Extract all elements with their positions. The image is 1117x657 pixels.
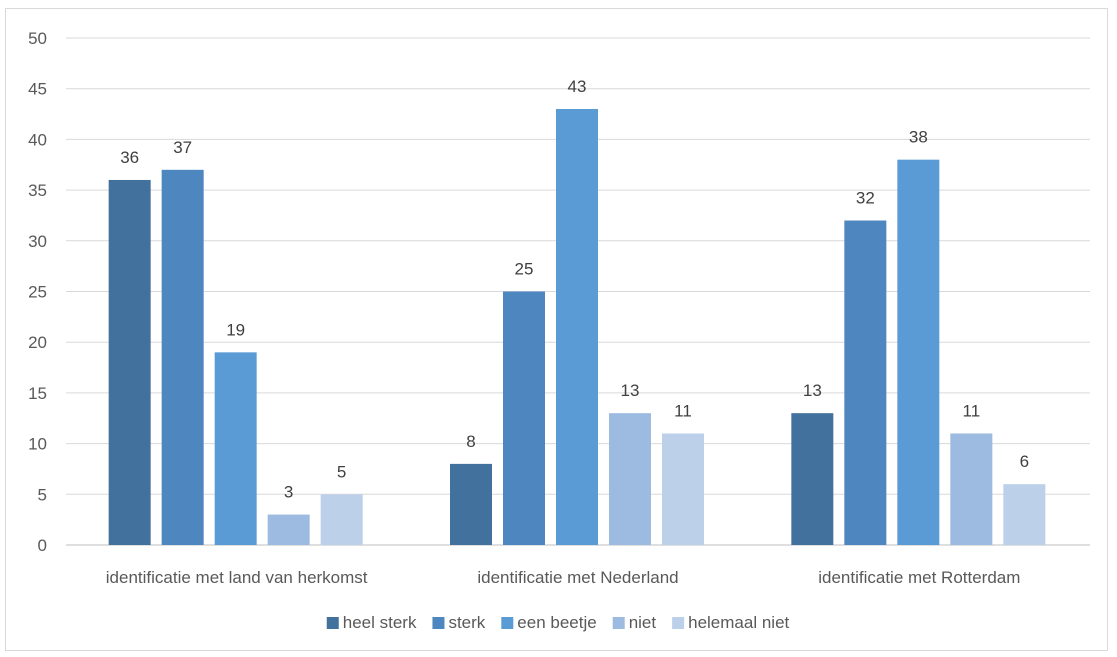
legend-swatch (612, 617, 625, 629)
data-label: 38 (909, 128, 928, 147)
data-label: 3 (284, 483, 293, 502)
bar (791, 413, 834, 545)
bar (161, 169, 204, 545)
legend-label: sterk (448, 613, 485, 632)
data-label: 11 (674, 401, 692, 420)
bar (267, 514, 310, 545)
y-tick-label: 30 (28, 232, 47, 251)
x-category-label: identificatie met Nederland (477, 568, 678, 587)
legend-label: een beetje (517, 613, 596, 632)
data-label: 13 (803, 381, 822, 400)
legend: heel sterk sterk een beetje niet helemaal ni… (326, 613, 790, 632)
data-label: 11 (963, 401, 981, 420)
y-axis: 0 5 10 15 20 25 30 35 40 45 50 (28, 29, 47, 555)
legend-item: sterk (432, 613, 486, 632)
data-label: 6 (1020, 452, 1029, 471)
y-tick-label: 50 (28, 29, 47, 48)
x-category-label: identificatie met land van herkomst (106, 568, 368, 587)
data-label: 43 (568, 77, 587, 96)
y-tick-label: 5 (38, 485, 47, 504)
bar (320, 494, 363, 545)
data-label: 36 (120, 148, 139, 167)
data-label: 5 (337, 462, 346, 481)
data-label: 19 (226, 320, 245, 339)
y-tick-label: 45 (28, 80, 47, 99)
bar (108, 179, 151, 545)
bar (1003, 484, 1046, 545)
legend-item: niet (612, 613, 657, 632)
legend-label: helemaal niet (688, 613, 789, 632)
y-tick-label: 35 (28, 181, 47, 200)
legend-swatch (672, 617, 685, 629)
x-category-label: identificatie met Rotterdam (818, 568, 1020, 587)
legend-item: heel sterk (326, 613, 417, 632)
legend-item: helemaal niet (672, 613, 790, 632)
bar (897, 159, 940, 545)
legend-swatch (326, 617, 339, 629)
legend-swatch (501, 617, 514, 629)
bar (844, 220, 887, 545)
y-tick-label: 0 (38, 536, 47, 555)
data-label: 32 (856, 189, 875, 208)
bar (609, 413, 651, 545)
bar (214, 352, 257, 545)
legend-label: heel sterk (343, 613, 417, 632)
y-tick-label: 10 (28, 435, 47, 454)
bar (662, 433, 704, 545)
y-tick-label: 20 (28, 333, 47, 352)
y-tick-label: 25 (28, 283, 47, 302)
x-axis: identificatie met land van herkomst ident… (106, 568, 1021, 587)
data-label: 25 (515, 260, 534, 279)
legend-label: niet (629, 613, 657, 632)
y-tick-label: 15 (28, 384, 47, 403)
bar (503, 291, 545, 545)
bars (108, 108, 1046, 545)
legend-swatch (432, 617, 445, 629)
data-label: 13 (621, 381, 640, 400)
data-label: 37 (173, 138, 192, 157)
y-tick-label: 40 (28, 130, 47, 149)
bar (556, 108, 598, 545)
data-labels: 36 37 19 3 5 8 25 43 13 11 13 32 38 11 6 (120, 77, 1029, 502)
data-label: 8 (466, 432, 475, 451)
legend-item: een beetje (501, 613, 597, 632)
bar (450, 463, 492, 545)
bar (950, 433, 993, 545)
